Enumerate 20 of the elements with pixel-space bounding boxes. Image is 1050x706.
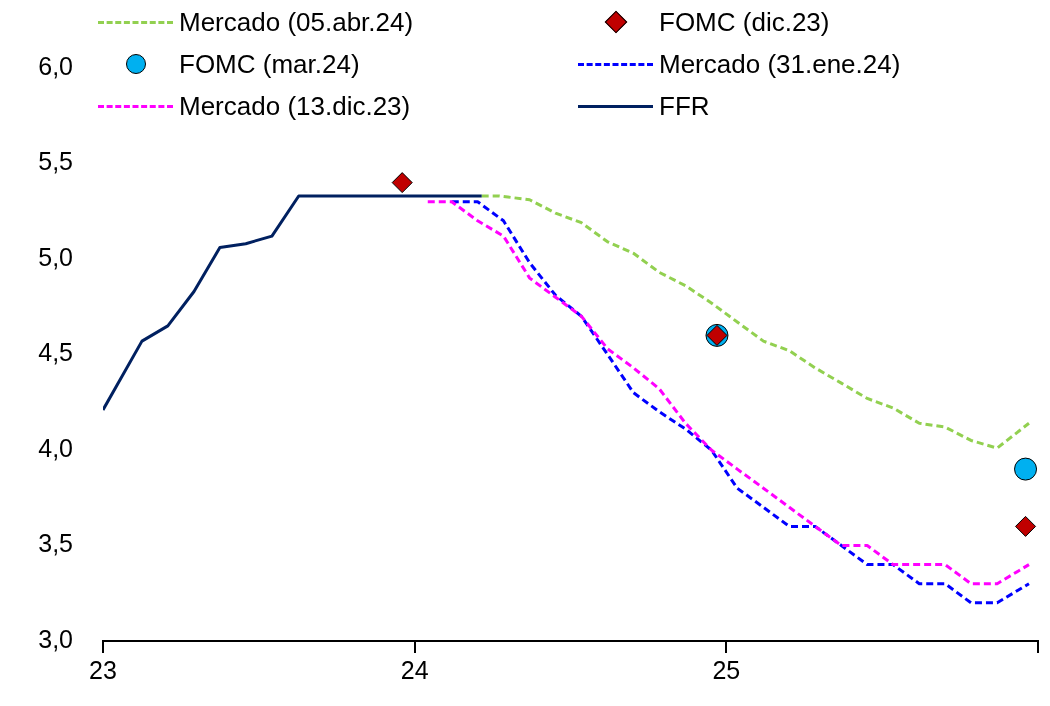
y-tick-label: 5,5 <box>38 147 73 176</box>
legend-label: Mercado (31.ene.24) <box>659 48 901 80</box>
y-tick-label: 5,0 <box>38 242 73 271</box>
point <box>1014 457 1038 481</box>
x-tick-label: 24 <box>400 655 429 684</box>
y-tick-label: 6,0 <box>38 51 73 80</box>
legend-label: Mercado (13.dic.23) <box>179 90 411 122</box>
y-tick-label: 3,5 <box>38 529 73 558</box>
x-tick-label: 23 <box>89 655 117 684</box>
line-series <box>480 194 1031 450</box>
legend-label: FOMC (mar.24) <box>179 48 360 80</box>
y-tick-label: 3,0 <box>38 624 73 653</box>
y-tick-label: 4,5 <box>38 338 73 367</box>
x-tick-label: 25 <box>712 655 741 684</box>
legend-label: FOMC (dic.23) <box>659 6 830 38</box>
y-tick-label: 4,0 <box>38 433 73 462</box>
legend-label: Mercado (05.abr.24) <box>179 6 414 38</box>
point <box>391 172 413 194</box>
legend-label: FFR <box>659 90 710 122</box>
point <box>1015 515 1037 537</box>
